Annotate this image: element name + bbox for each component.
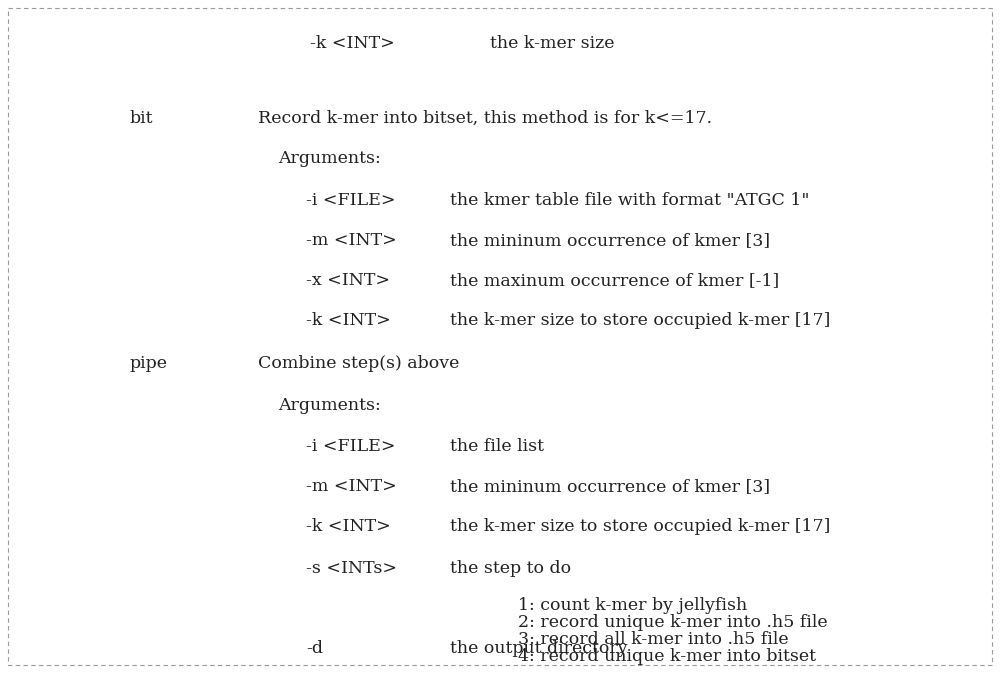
Text: -i <FILE>: -i <FILE> [306,438,396,455]
Text: 1: count k-mer by jellyfish: 1: count k-mer by jellyfish [518,597,747,614]
Text: Record k-mer into bitset, this method is for k<=17.: Record k-mer into bitset, this method is… [258,110,712,127]
Text: the k-mer size to store occupied k-mer [17]: the k-mer size to store occupied k-mer [… [450,312,830,329]
Text: bit: bit [130,110,154,127]
Text: -s <INTs>: -s <INTs> [306,560,397,577]
Text: the mininum occurrence of kmer [3]: the mininum occurrence of kmer [3] [450,232,770,249]
Text: -k <INT>: -k <INT> [306,518,391,535]
Text: 2: record unique k-mer into .h5 file: 2: record unique k-mer into .h5 file [518,614,828,631]
Text: -d: -d [306,640,323,657]
Text: 3: record all k-mer into .h5 file: 3: record all k-mer into .h5 file [518,631,789,648]
Text: the maxinum occurrence of kmer [-1]: the maxinum occurrence of kmer [-1] [450,272,779,289]
Text: -i <FILE>: -i <FILE> [306,192,396,209]
Text: the kmer table file with format "ATGC 1": the kmer table file with format "ATGC 1" [450,192,810,209]
Text: 4: record unique k-mer into bitset: 4: record unique k-mer into bitset [518,648,816,665]
Text: the file list: the file list [450,438,544,455]
Text: pipe: pipe [130,355,168,372]
Text: Arguments:: Arguments: [278,397,381,414]
Text: Arguments:: Arguments: [278,150,381,167]
Text: -m <INT>: -m <INT> [306,232,397,249]
Text: the mininum occurrence of kmer [3]: the mininum occurrence of kmer [3] [450,478,770,495]
Text: -x <INT>: -x <INT> [306,272,390,289]
Text: the k-mer size to store occupied k-mer [17]: the k-mer size to store occupied k-mer [… [450,518,830,535]
Text: the step to do: the step to do [450,560,571,577]
Text: the k-mer size: the k-mer size [490,35,614,52]
Text: -k <INT>: -k <INT> [310,35,395,52]
Text: Combine step(s) above: Combine step(s) above [258,355,459,372]
Text: the output directory: the output directory [450,640,628,657]
Text: -m <INT>: -m <INT> [306,478,397,495]
Text: -k <INT>: -k <INT> [306,312,391,329]
